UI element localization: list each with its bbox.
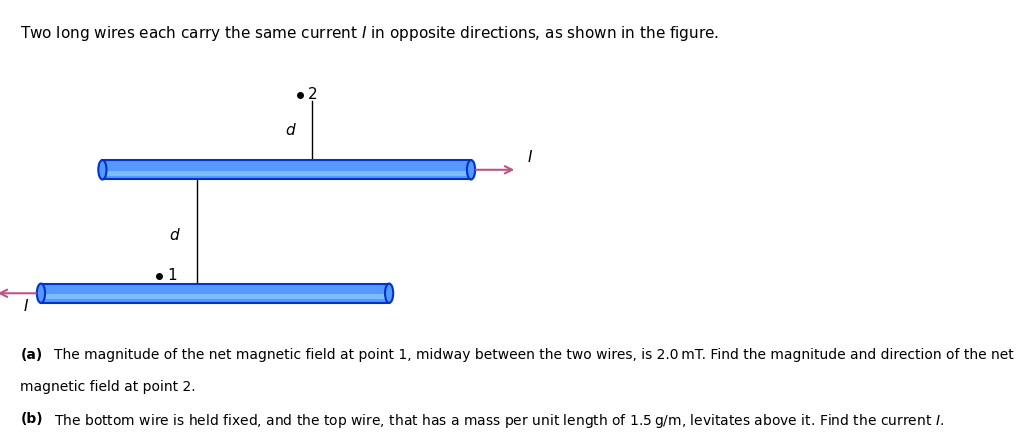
Text: 2: 2 (308, 87, 317, 102)
Text: The magnitude of the net magnetic field at point 1, midway between the two wires: The magnitude of the net magnetic field … (54, 348, 1014, 363)
Bar (102, 160, 471, 179)
Ellipse shape (385, 284, 393, 303)
Ellipse shape (98, 160, 106, 179)
Text: $d$: $d$ (286, 122, 297, 138)
Text: (b): (b) (20, 412, 43, 426)
Text: $d$: $d$ (170, 227, 181, 243)
Text: Two long wires each carry the same current $I$ in opposite directions, as shown : Two long wires each carry the same curre… (20, 24, 720, 43)
Text: $I$: $I$ (23, 299, 29, 314)
Text: $I$: $I$ (527, 149, 534, 164)
Bar (43, 294, 387, 299)
Text: 1: 1 (167, 268, 176, 283)
Text: The bottom wire is held fixed, and the top wire, that has a mass per unit length: The bottom wire is held fixed, and the t… (54, 412, 944, 430)
Text: magnetic field at point 2.: magnetic field at point 2. (20, 380, 197, 394)
Bar (41, 284, 389, 303)
Ellipse shape (37, 284, 45, 303)
Bar (104, 171, 469, 176)
Text: (a): (a) (20, 348, 43, 363)
Ellipse shape (467, 160, 475, 179)
